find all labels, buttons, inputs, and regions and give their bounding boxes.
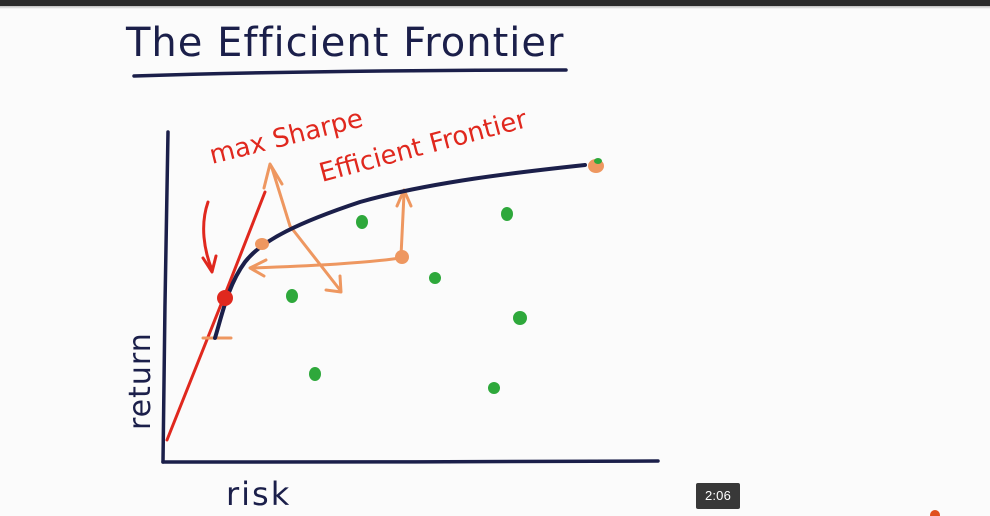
x-axis-label: risk [226, 475, 291, 513]
max-sharpe-arrow [202, 200, 214, 272]
orange-arrow-up-left [270, 166, 292, 228]
green-point-max-return [594, 158, 602, 164]
orange-arrowhead-left [248, 258, 268, 278]
orange-point-mid [395, 250, 409, 264]
progress-scrubber-dot[interactable] [930, 510, 940, 516]
max-sharpe-arrowhead [201, 254, 218, 274]
portfolio-point [286, 289, 298, 303]
capital-market-line [165, 190, 267, 442]
portfolio-point [356, 215, 368, 229]
orange-arrows [201, 162, 413, 340]
orange-arrow-down [288, 224, 342, 292]
portfolio-point [429, 272, 441, 284]
portfolio-point [488, 382, 500, 394]
portfolio-point [309, 367, 321, 381]
orange-point-left [255, 238, 269, 250]
top-shadow [0, 6, 990, 9]
y-axis [161, 130, 170, 464]
video-timestamp: 2:06 [696, 483, 740, 509]
x-axis [161, 459, 660, 464]
portfolio-point [513, 311, 527, 325]
orange-arrow-up [399, 192, 406, 258]
portfolio-point [501, 207, 513, 221]
orange-arrow-left [250, 256, 402, 270]
title-underline [132, 68, 568, 78]
video-top-edge [0, 0, 990, 6]
slide-title: The Efficient Frontier [125, 20, 564, 66]
orange-arrowhead-down [324, 274, 343, 294]
max-sharpe-point [217, 290, 233, 306]
portfolio-points [286, 207, 527, 394]
efficient-frontier-curve [213, 163, 587, 340]
y-axis-label: return [123, 332, 158, 430]
orange-arrowhead-up-left [262, 162, 284, 190]
